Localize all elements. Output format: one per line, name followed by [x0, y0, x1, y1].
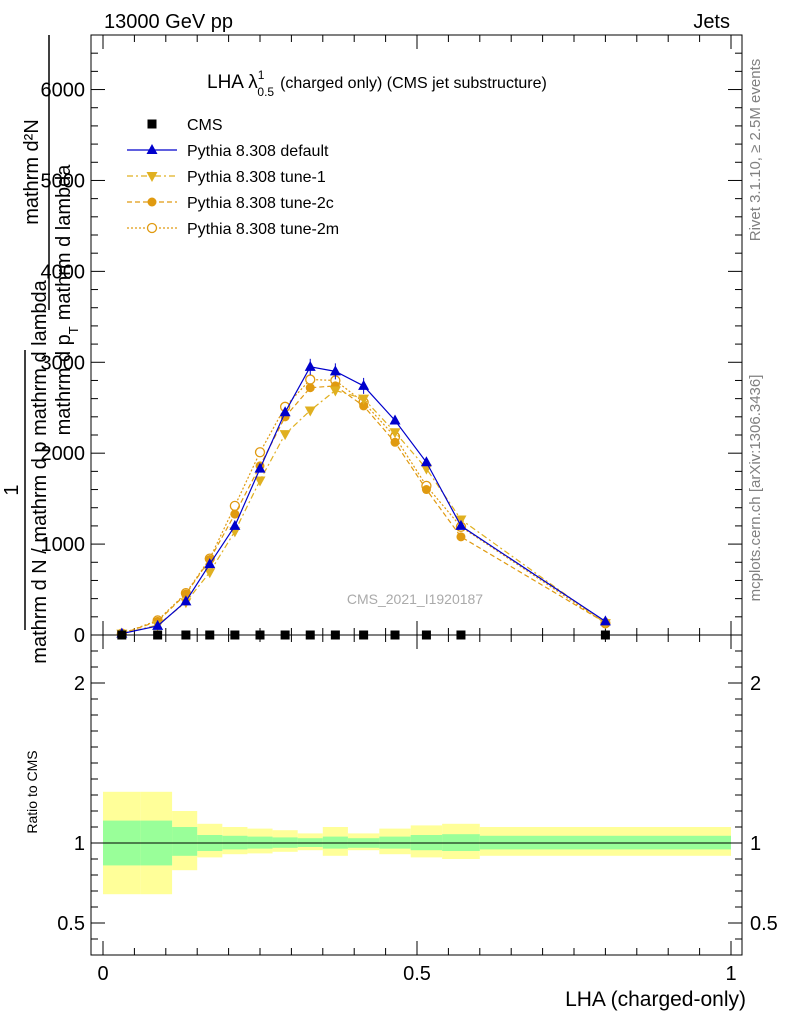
- data-point: [204, 558, 216, 569]
- data-point: [329, 386, 341, 397]
- data-point: [254, 462, 266, 473]
- data-point: [279, 406, 291, 417]
- series-line: [121, 389, 606, 635]
- xtick-label: 1: [725, 963, 736, 985]
- lower-ytick-label-right: 0.5: [750, 913, 778, 935]
- series-pythia-8-308-default: [116, 358, 611, 638]
- legend: CMS Pythia 8.308 default Pythia 8.308 tune…: [127, 117, 339, 238]
- series-line: [121, 366, 606, 635]
- data-point: [180, 595, 192, 606]
- ylabel-numerator: mathrm d²N: [21, 119, 43, 225]
- lower-plot-frame: [90, 634, 743, 956]
- legend-item: Pythia 8.308 tune-1: [127, 169, 326, 186]
- data-point: [230, 509, 240, 519]
- xtick-label: 0: [97, 963, 108, 985]
- legend-label: Pythia 8.308 tune-1: [187, 169, 326, 186]
- data-point: [358, 379, 370, 390]
- legend-item: Pythia 8.308 tune-2c: [127, 195, 334, 212]
- data-point: [152, 619, 164, 630]
- watermark: CMS_2021_I1920187: [347, 591, 483, 607]
- data-point: [181, 589, 191, 599]
- upper-ytick-label: 5000: [41, 170, 86, 192]
- lower-ytick-label-right: 2: [750, 673, 761, 695]
- data-point: [455, 519, 467, 530]
- x-axis-label: LHA (charged-only): [565, 988, 746, 1011]
- legend-item: Pythia 8.308 tune-2m: [127, 221, 339, 238]
- data-point: [599, 615, 611, 626]
- lower-ytick-label: 0.5: [57, 913, 85, 935]
- ylabel-one: 1: [1, 484, 23, 495]
- data-point: [279, 430, 291, 441]
- lower-ytick-label-right: 1: [750, 833, 761, 855]
- ylabel-denominator: mathrm d pTmathrm d lambda: [53, 164, 81, 436]
- upper-ytick-label: 0: [74, 625, 85, 647]
- legend-marker: [146, 222, 158, 234]
- legend-marker: [146, 172, 158, 182]
- mcplots-label: mcplots.cern.ch [arXiv:1306.3436]: [747, 375, 764, 602]
- legend-item: Pythia 8.308 default: [127, 143, 329, 160]
- chart-title: LHA λ1 0.5 (charged only) (CMS jet substru…: [207, 68, 547, 99]
- upper-ytick-label: 3000: [41, 352, 86, 374]
- upper-ytick-label: 4000: [41, 261, 86, 283]
- upper-ytick-label: 1000: [41, 534, 86, 556]
- upper-y-axis-label: mathrm d²N mathrm d pTmathrm d lambda 1 …: [1, 35, 81, 664]
- data-point: [305, 374, 316, 385]
- ylabel-denominator-sub: T: [66, 326, 81, 334]
- ylabel-denominator-b: mathrm d lambda: [53, 164, 75, 320]
- title-rest: (charged only) (CMS jet substructure): [280, 75, 547, 92]
- legend-label: Pythia 8.308 tune-2c: [187, 195, 334, 212]
- data-point: [420, 456, 432, 467]
- ratio-band-green: [172, 827, 198, 856]
- data-point: [304, 360, 316, 371]
- data-point: [329, 365, 341, 376]
- legend-label: CMS: [187, 117, 223, 134]
- ylabel-denominator-a: mathrm d p: [53, 334, 75, 435]
- lower-ytick-label: 2: [74, 673, 85, 695]
- legend-label: Pythia 8.308 default: [187, 143, 329, 160]
- xtick-label: 0.5: [403, 963, 431, 985]
- data-point: [305, 383, 315, 393]
- data-point: [254, 447, 266, 458]
- data-point: [304, 406, 316, 417]
- data-point: [389, 428, 401, 439]
- ratio-y-label: Ratio to CMS: [24, 750, 40, 833]
- data-point: [229, 519, 241, 530]
- legend-label: Pythia 8.308 tune-2m: [187, 221, 339, 238]
- data-point: [389, 414, 401, 425]
- lower-axis-ticks: 0.5 0.5 1 1 2 2 0 0.5 1: [57, 635, 778, 985]
- data-point: [358, 394, 370, 405]
- data-point: [390, 437, 400, 447]
- series-line: [121, 385, 606, 635]
- upper-ytick-label: 6000: [41, 80, 86, 102]
- upper-ytick-label: 2000: [41, 443, 86, 465]
- rivet-label: Rivet 3.1.10, ≥ 2.5M events: [747, 59, 764, 242]
- title-sub: 0.5: [257, 85, 274, 99]
- legend-item: CMS: [147, 117, 223, 134]
- legend-marker: [146, 144, 158, 154]
- data-point: [456, 532, 466, 542]
- data-point: [421, 485, 431, 495]
- legend-marker: [147, 119, 157, 129]
- title-main: LHA λ: [207, 72, 258, 93]
- lower-ytick-label: 1: [74, 833, 85, 855]
- upper-axis-ticks: 0 1000 2000 3000 4000 5000 6000: [41, 34, 742, 647]
- data-point: [359, 401, 369, 411]
- data-point: [204, 568, 216, 579]
- header-left: 13000 GeV pp: [104, 11, 233, 33]
- legend-marker: [147, 197, 157, 207]
- ylabel-lower: mathrm d N / mathrm d p mathrm d lambda: [29, 279, 51, 663]
- data-point: [254, 476, 266, 487]
- title-sup: 1: [258, 68, 265, 82]
- header-right: Jets: [693, 11, 730, 33]
